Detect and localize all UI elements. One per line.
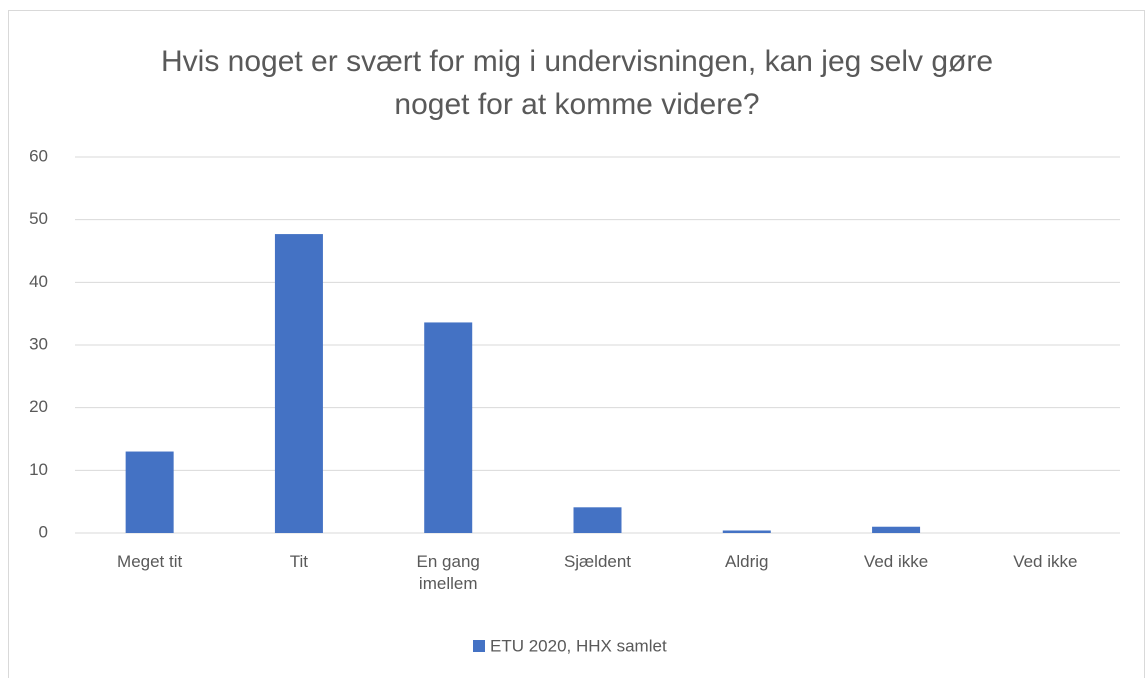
bar [125, 451, 174, 533]
bar [424, 322, 473, 533]
x-tick-label: Meget tit [117, 552, 183, 571]
y-tick-label: 60 [29, 146, 48, 165]
x-tick-label: Ved ikke [863, 552, 929, 571]
x-tick-label: En gang imellem [416, 552, 480, 593]
x-tick-label: Ved ikke [1013, 552, 1078, 571]
bar [573, 507, 622, 533]
bar [722, 530, 771, 533]
x-tick-label: Aldrig [725, 552, 769, 571]
y-tick-label: 30 [29, 334, 48, 353]
chart-border [8, 10, 1145, 678]
bar [274, 234, 323, 533]
y-tick-label: 0 [39, 522, 48, 541]
y-tick-label: 40 [29, 272, 48, 291]
x-tick-label: Sjældent [563, 552, 632, 571]
y-tick-label: 10 [29, 460, 48, 479]
y-tick-label: 50 [29, 209, 48, 228]
legend-label: ETU 2020, HHX samlet [490, 636, 667, 655]
x-tick-label: Tit [289, 552, 309, 571]
y-tick-label: 20 [29, 397, 48, 416]
legend-swatch [473, 640, 485, 652]
chart-title: Hvis noget er svært for mig i undervisni… [160, 45, 994, 121]
bar [872, 526, 921, 533]
